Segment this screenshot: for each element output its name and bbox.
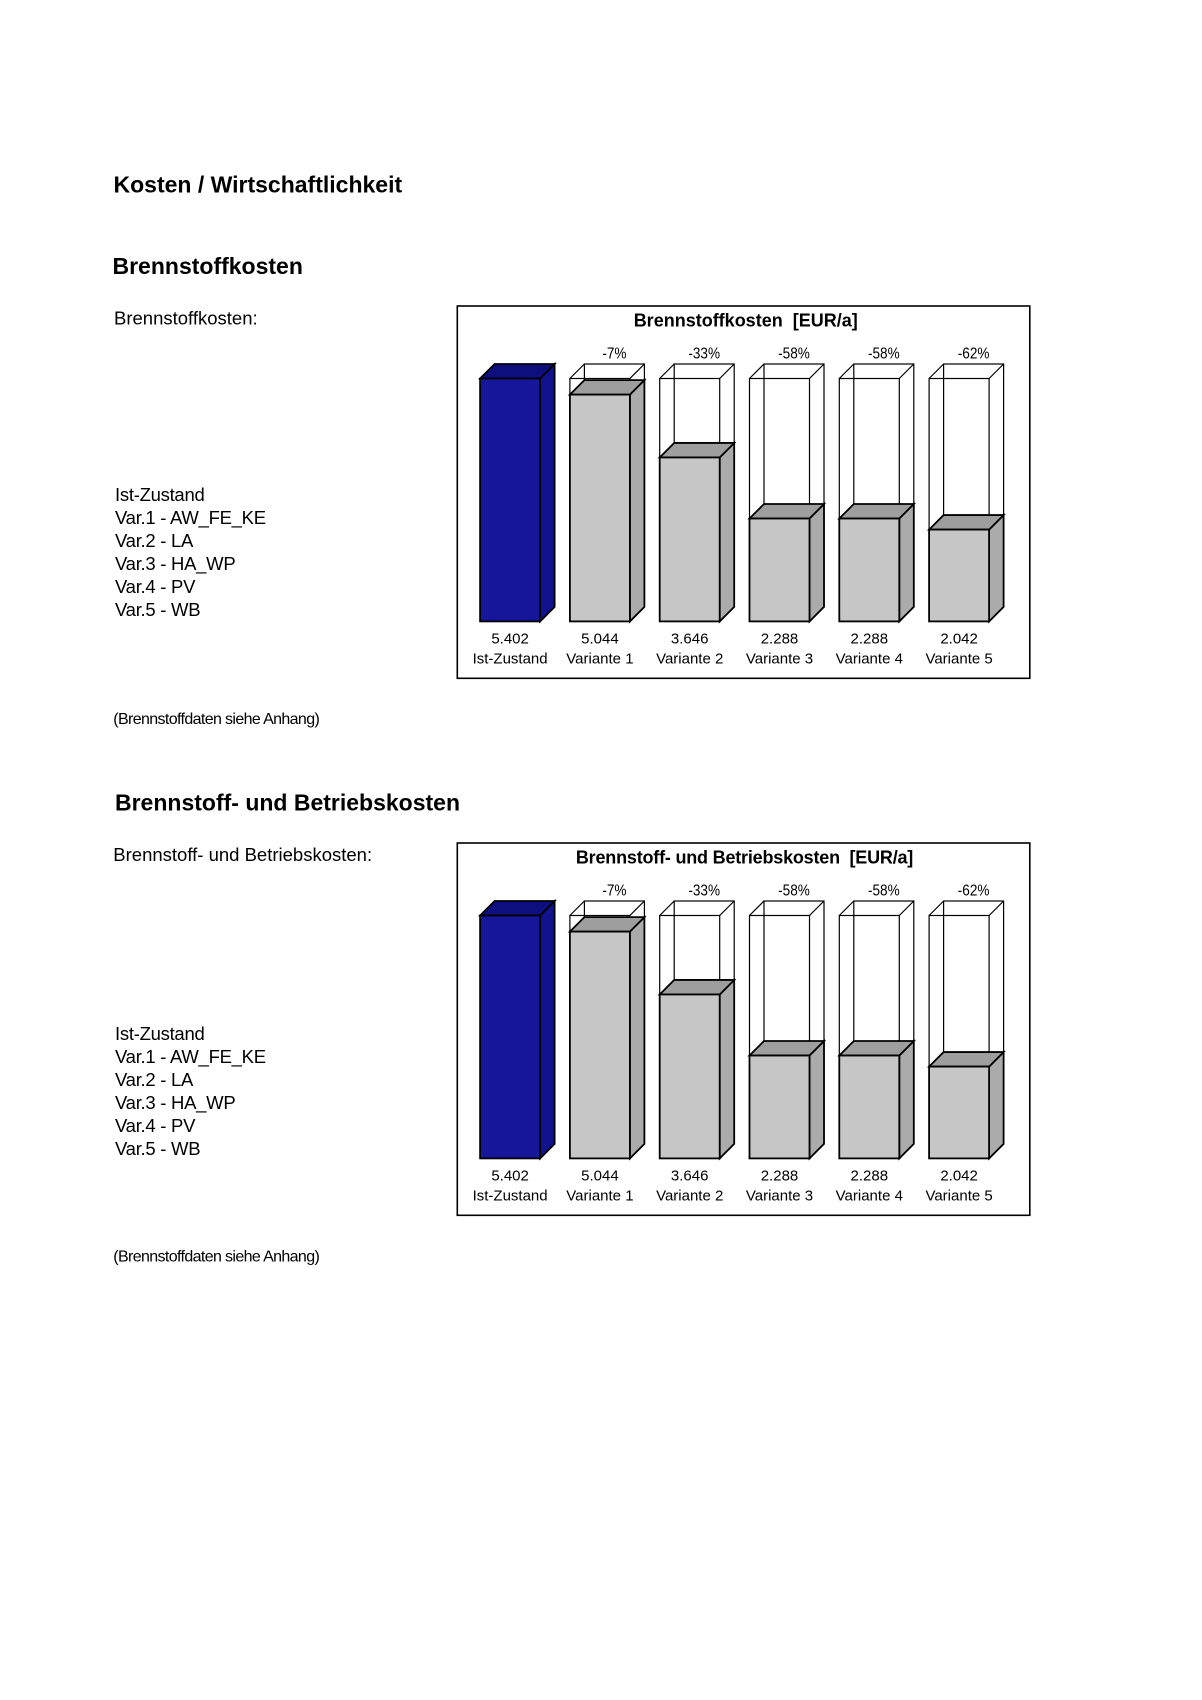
svg-text:Var.2 - LA: Var.2 - LA [115,530,194,551]
svg-text:Ist-Zustand: Ist-Zustand [115,1023,204,1044]
svg-text:Variante 2: Variante 2 [656,650,723,667]
svg-text:Variante 4: Variante 4 [836,1187,903,1204]
svg-text:Var.5 - WB: Var.5 - WB [115,599,200,620]
svg-text:-62%: -62% [958,882,990,899]
svg-text:-7%: -7% [602,345,626,362]
svg-text:Ist-Zustand: Ist-Zustand [473,650,548,667]
svg-text:Variante 5: Variante 5 [925,1187,992,1204]
svg-text:(Brennstoffdaten siehe Anhang): (Brennstoffdaten siehe Anhang) [113,1248,319,1265]
svg-text:Variante 4: Variante 4 [836,650,903,667]
svg-text:Kosten / Wirtschaftlichkeit: Kosten / Wirtschaftlichkeit [114,172,403,198]
svg-text:2.042: 2.042 [940,631,978,648]
svg-text:2.042: 2.042 [940,1168,978,1185]
svg-text:Var.4 - PV: Var.4 - PV [115,576,196,597]
svg-text:Variante 2: Variante 2 [656,1187,723,1204]
svg-text:Variante 5: Variante 5 [925,650,992,667]
svg-text:Variante 3: Variante 3 [746,1187,813,1204]
svg-text:Var.1 - AW_FE_KE: Var.1 - AW_FE_KE [115,507,266,529]
svg-text:Var.4 - PV: Var.4 - PV [115,1115,196,1136]
svg-text:Variante 3: Variante 3 [746,650,813,667]
svg-text:5.402: 5.402 [491,631,529,648]
svg-text:3.646: 3.646 [671,631,709,648]
svg-text:5.402: 5.402 [491,1168,529,1185]
svg-text:Var.5 - WB: Var.5 - WB [115,1138,200,1159]
svg-text:-62%: -62% [958,345,990,362]
svg-text:Variante 1: Variante 1 [566,1187,633,1204]
svg-text:-58%: -58% [778,882,810,899]
svg-text:Brennstoff- und Betriebskosten: Brennstoff- und Betriebskosten [115,790,460,816]
svg-text:-33%: -33% [688,345,720,362]
svg-text:2.288: 2.288 [851,1168,889,1185]
svg-text:Ist-Zustand: Ist-Zustand [473,1187,548,1204]
svg-text:Var.3 - HA_WP: Var.3 - HA_WP [115,553,235,575]
svg-text:Brennstoff- und Betriebskosten: Brennstoff- und Betriebskosten: [113,844,372,865]
svg-text:2.288: 2.288 [761,1168,799,1185]
svg-text:5.044: 5.044 [581,631,619,648]
svg-text:Variante 1: Variante 1 [566,650,633,667]
svg-text:2.288: 2.288 [761,631,799,648]
svg-text:2.288: 2.288 [851,631,889,648]
svg-text:Brennstoffkosten:: Brennstoffkosten: [114,307,258,328]
svg-text:-7%: -7% [602,882,626,899]
svg-text:3.646: 3.646 [671,1168,709,1185]
svg-text:Brennstoffkosten: Brennstoffkosten [113,253,303,279]
svg-text:Brennstoffkosten [EUR/a]: Brennstoffkosten [EUR/a] [634,310,858,330]
svg-text:-33%: -33% [688,882,720,899]
svg-text:Var.1 - AW_FE_KE: Var.1 - AW_FE_KE [115,1046,266,1068]
svg-text:-58%: -58% [868,345,900,362]
svg-text:5.044: 5.044 [581,1168,619,1185]
svg-text:-58%: -58% [778,345,810,362]
svg-text:Var.2 - LA: Var.2 - LA [115,1069,194,1090]
svg-text:Var.3 - HA_WP: Var.3 - HA_WP [115,1092,235,1114]
svg-text:-58%: -58% [868,882,900,899]
svg-text:Brennstoff- und Betriebskosten: Brennstoff- und Betriebskosten [EUR/a] [576,847,913,867]
svg-text:Ist-Zustand: Ist-Zustand [115,484,204,505]
svg-text:(Brennstoffdaten siehe Anhang): (Brennstoffdaten siehe Anhang) [113,711,319,728]
